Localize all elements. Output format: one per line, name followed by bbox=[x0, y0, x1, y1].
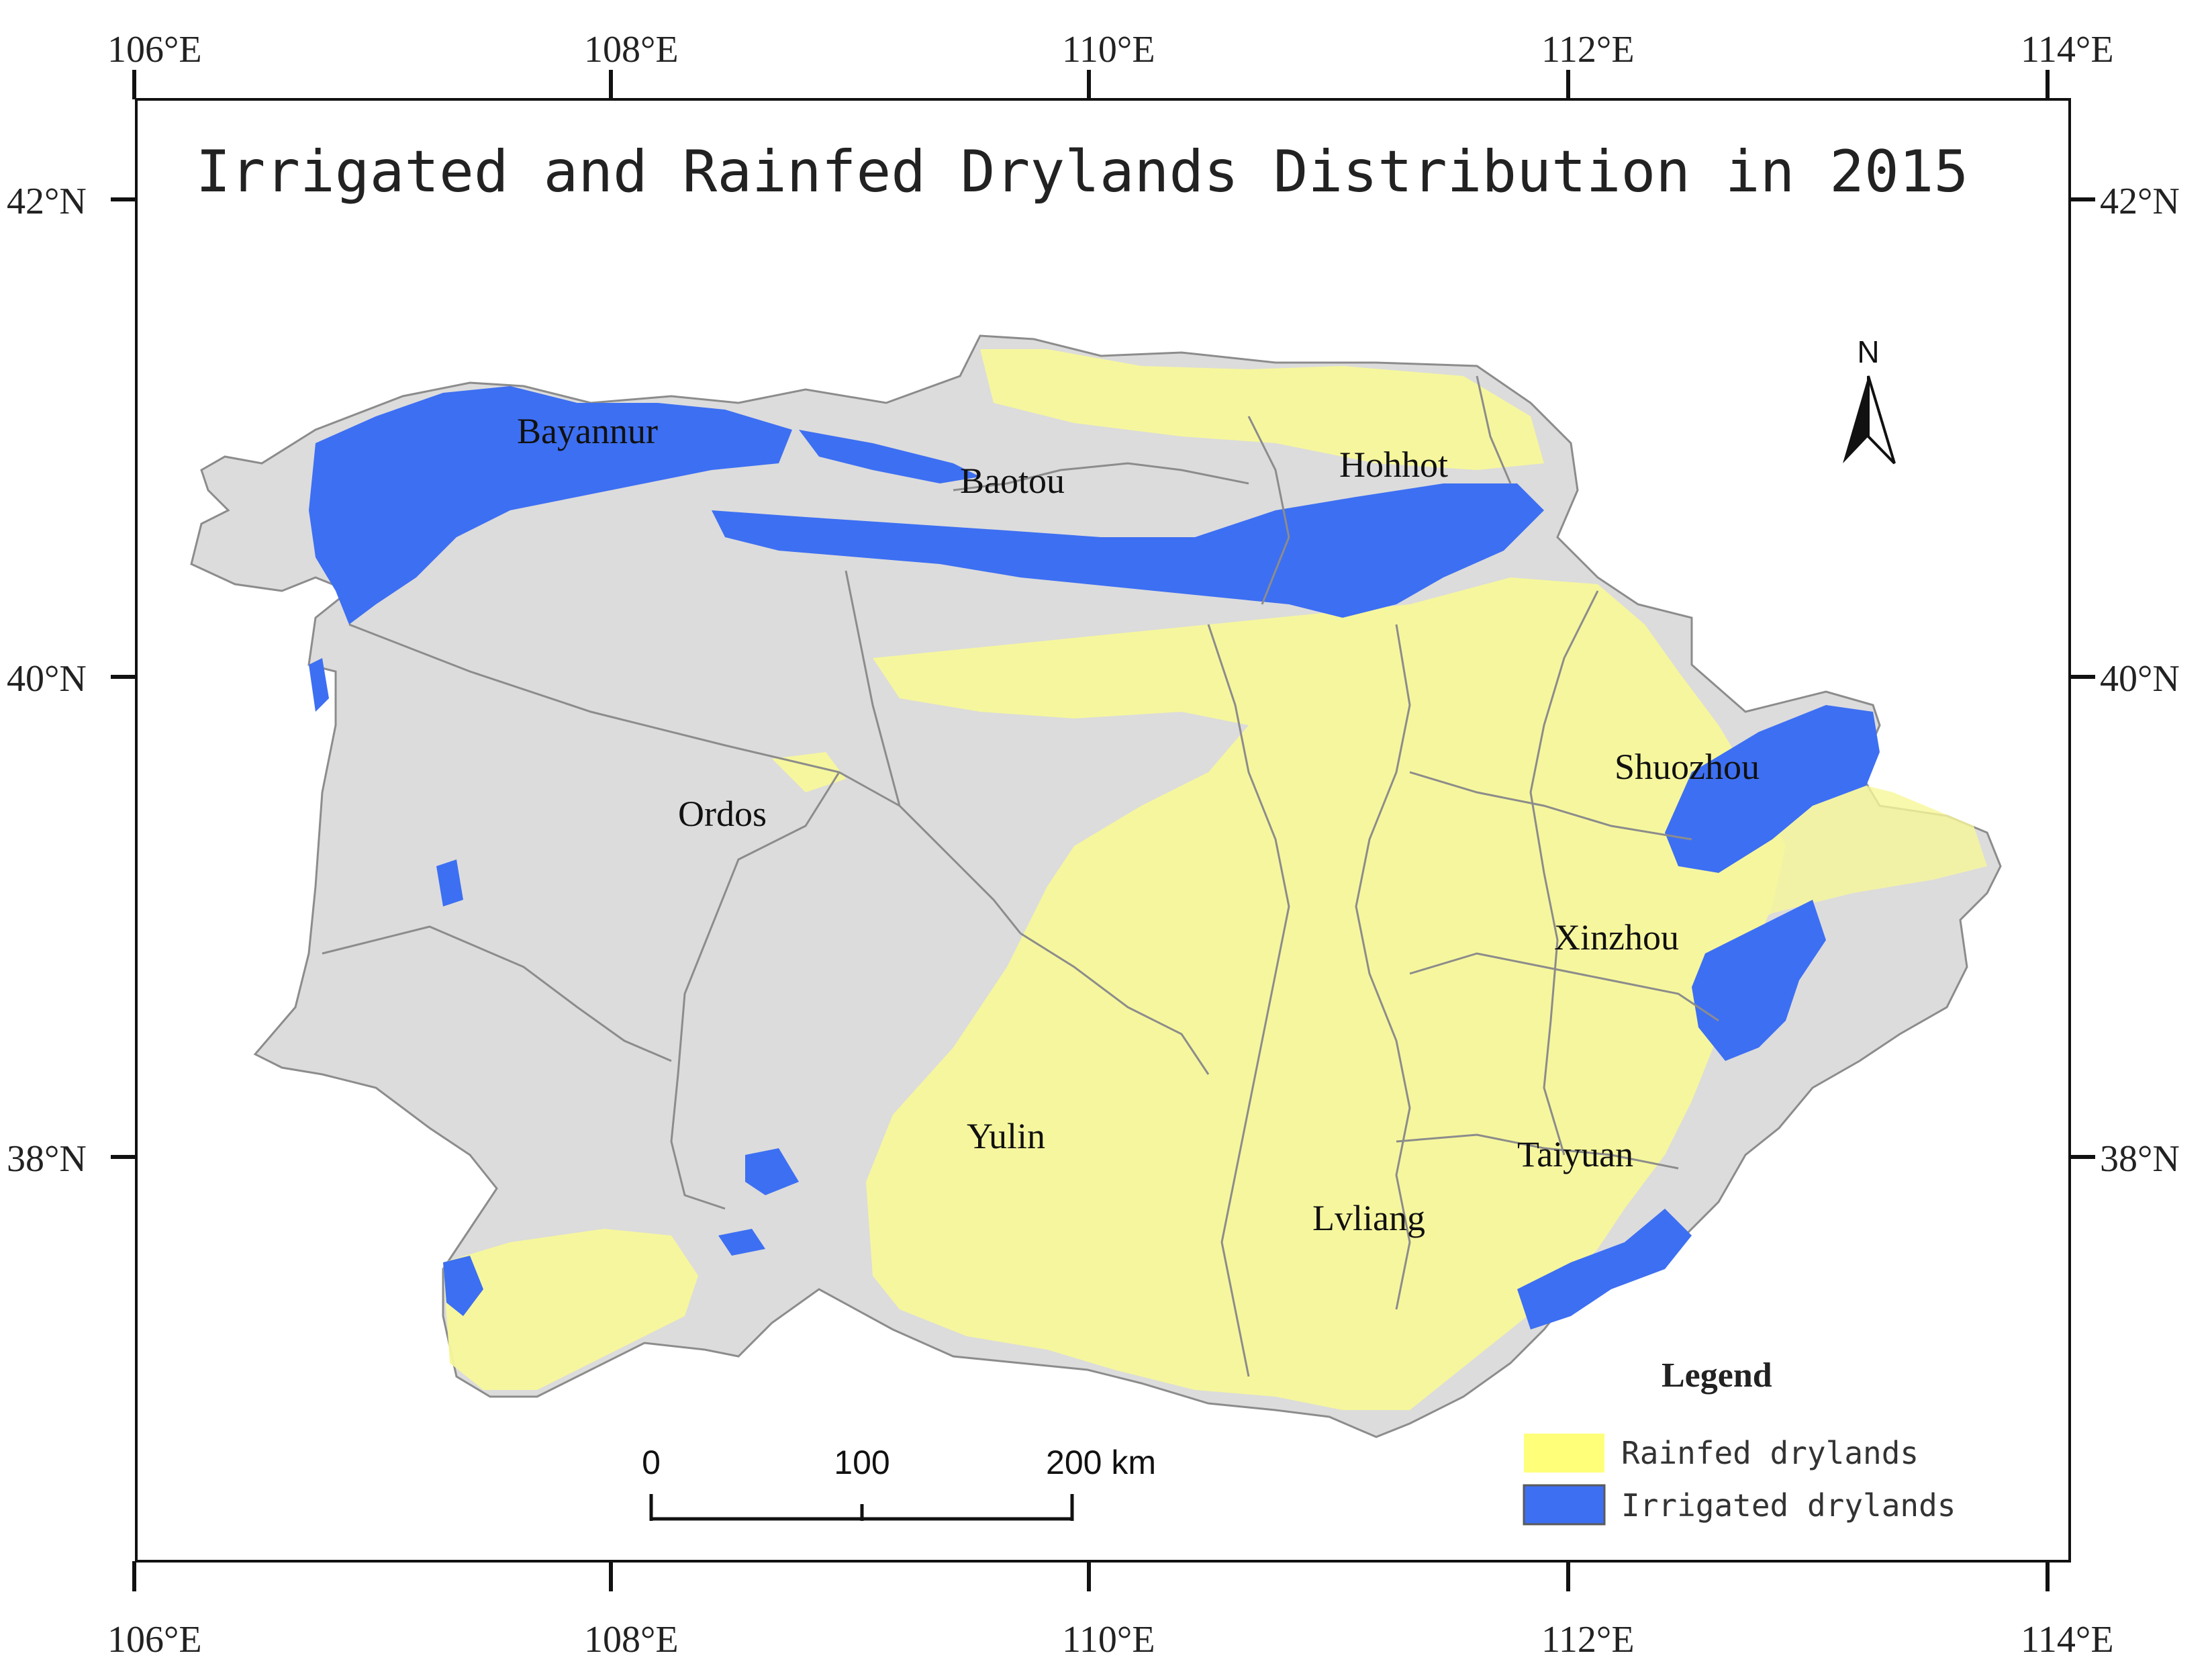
legend-label-irrigated: Irrigated drylands bbox=[1621, 1487, 1956, 1524]
scale-label-0: 0 bbox=[642, 1444, 661, 1481]
city-label-ordos: Ordos bbox=[678, 794, 767, 834]
lon-label-bottom: 114°E bbox=[2021, 1619, 2114, 1661]
legend-swatch-rainfed bbox=[1524, 1434, 1604, 1473]
city-label-baotou: Baotou bbox=[960, 461, 1065, 501]
north-label: N bbox=[1857, 334, 1879, 369]
lon-label-top: 114°E bbox=[2021, 29, 2114, 71]
top-ticks bbox=[132, 70, 2050, 99]
scale-label-100: 100 bbox=[834, 1444, 889, 1481]
city-label-lvliang: Lvliang bbox=[1312, 1198, 1425, 1238]
lat-label-right: 40°N bbox=[2100, 658, 2180, 700]
lat-label-left: 40°N bbox=[7, 658, 87, 700]
lon-label-top: 106°E bbox=[107, 29, 202, 71]
lat-label-right: 38°N bbox=[2100, 1138, 2180, 1180]
legend-swatch-irrigated bbox=[1523, 1484, 1606, 1526]
city-label-shuozhou: Shuozhou bbox=[1615, 747, 1760, 787]
city-label-hohhot: Hohhot bbox=[1339, 445, 1448, 485]
lon-label-bottom: 106°E bbox=[107, 1619, 202, 1661]
city-label-taiyuan: Taiyuan bbox=[1517, 1134, 1633, 1174]
side-ticks bbox=[111, 197, 2095, 1159]
bottom-ticks bbox=[132, 1561, 2050, 1591]
scale-label-200: 200 km bbox=[1046, 1444, 1156, 1481]
legend-title: Legend bbox=[1662, 1356, 1772, 1395]
city-label-bayannur: Bayannur bbox=[517, 411, 658, 451]
lon-label-bottom: 108°E bbox=[584, 1619, 679, 1661]
admin-boundaries bbox=[322, 375, 1719, 1377]
lat-label-left: 42°N bbox=[7, 181, 87, 222]
legend: Legend Rainfed drylands Irrigated drylan… bbox=[1523, 1356, 1956, 1526]
map-title: Irrigated and Rainfed Drylands Distribut… bbox=[196, 138, 1969, 205]
lon-label-top: 110°E bbox=[1062, 29, 1155, 71]
north-arrow-icon: N bbox=[1843, 334, 1896, 465]
lon-label-top: 112°E bbox=[1541, 29, 1635, 71]
lat-label-left: 38°N bbox=[7, 1138, 87, 1180]
irrigated-drylands-layer bbox=[309, 386, 1880, 1330]
lat-label-right: 42°N bbox=[2100, 181, 2180, 222]
lon-label-bottom: 110°E bbox=[1062, 1619, 1155, 1661]
legend-label-rainfed: Rainfed drylands bbox=[1621, 1435, 1919, 1471]
lon-label-bottom: 112°E bbox=[1541, 1619, 1635, 1661]
rainfed-drylands-layer bbox=[443, 349, 1987, 1410]
scale-bar: 0 100 200 km bbox=[642, 1444, 1156, 1521]
city-label-yulin: Yulin bbox=[967, 1116, 1045, 1156]
city-label-xinzhou: Xinzhou bbox=[1554, 917, 1679, 958]
lon-label-top: 108°E bbox=[584, 29, 679, 71]
